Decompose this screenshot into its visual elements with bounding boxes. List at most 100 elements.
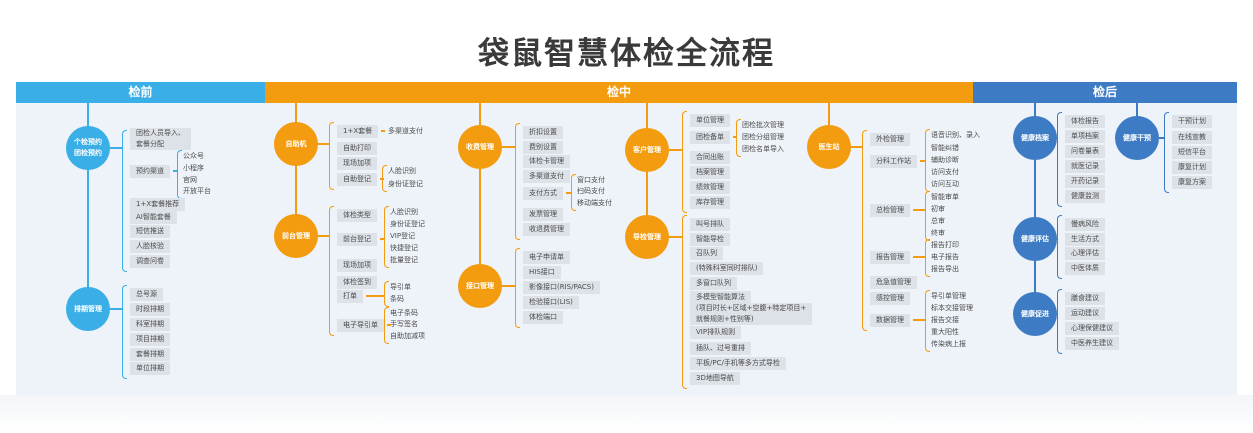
item-box: 多模型智能算法 — [690, 290, 751, 304]
node-1: 前台管理 — [274, 214, 318, 258]
item-box: 合同出账 — [690, 150, 730, 164]
sub-item: 终审 — [931, 229, 945, 237]
sub-connector-line — [566, 192, 571, 194]
item-box: 短信平台 — [1172, 145, 1212, 159]
sub-item: 访问互动 — [931, 180, 959, 188]
phase-header-2: 检后 — [973, 82, 1237, 103]
sub-item: 总审 — [931, 217, 945, 225]
item-box: 短信推送 — [130, 224, 170, 238]
sub-item: 智能审单 — [931, 193, 959, 201]
sub-item: 人脸识别 — [388, 167, 416, 175]
item-box: 危急值管理 — [870, 275, 917, 289]
item-box: 多渠道支付 — [523, 169, 570, 183]
connector-line — [110, 308, 122, 310]
node-3: 接口管理 — [458, 264, 502, 308]
item-box: (项目时长+区域+空腹+特定项目+ 就餐规则+性别等) — [690, 303, 813, 325]
sub-connector-line — [173, 170, 177, 172]
trunk-line — [295, 103, 297, 236]
item-box: 体检报告 — [1065, 114, 1105, 128]
item-bracket — [682, 215, 687, 389]
item-bracket — [515, 248, 520, 328]
item-box: 康复计划 — [1172, 160, 1212, 174]
sub-item: 传染病上报 — [931, 340, 966, 348]
item-box: 团检人员导入、 套餐分配 — [130, 128, 191, 150]
sub-item: 条码 — [390, 295, 404, 303]
connector-line — [851, 146, 862, 148]
item-box: 插队、过号重排 — [690, 341, 751, 355]
item-box: 科室排期 — [130, 317, 170, 331]
sub-bracket — [571, 174, 576, 211]
item-box: 团检备单 — [690, 130, 730, 144]
sub-bracket — [384, 206, 389, 268]
node-2: 收费管理 — [458, 125, 502, 169]
item-box: 时段排期 — [130, 302, 170, 316]
sub-item: 身份证登记 — [390, 220, 425, 228]
sub-item: 标本交接管理 — [931, 304, 973, 312]
item-box: 问卷量表 — [1065, 144, 1105, 158]
connector-line — [110, 147, 122, 149]
item-box: 召队列 — [690, 246, 723, 260]
item-box: 调查问卷 — [130, 254, 170, 268]
item-box: 收退费管理 — [523, 222, 570, 236]
item-box: 套餐排期 — [130, 347, 170, 361]
item-box: 数据管理 — [870, 313, 910, 327]
item-box: 平板/PC/手机等多方式导检 — [690, 356, 786, 370]
sub-item: 导引单管理 — [931, 292, 966, 300]
connector-line — [502, 285, 515, 287]
sub-item: 电子报告 — [931, 253, 959, 261]
item-box: 心理保健建议 — [1065, 321, 1119, 335]
item-box: 分科工作站 — [870, 154, 917, 168]
item-bracket — [682, 111, 687, 213]
item-box: 单项档案 — [1065, 129, 1105, 143]
sub-connector-line — [380, 178, 384, 180]
item-box: 折扣设置 — [523, 125, 563, 139]
sub-connector-line — [913, 256, 925, 258]
item-box: 康复方案 — [1172, 175, 1212, 189]
item-box: 多窗口队列 — [690, 276, 737, 290]
item-box: 检验接口(LIS) — [523, 295, 579, 309]
sub-connector-line — [920, 160, 925, 162]
sub-item: 公众号 — [183, 152, 204, 160]
sub-item: 移动端支付 — [577, 199, 612, 207]
sub-item: 身份证登记 — [388, 180, 423, 188]
page-title: 袋鼠智慧体检全流程 — [478, 36, 775, 72]
connector-line — [318, 235, 329, 237]
node-3: 健康促进 — [1013, 292, 1057, 336]
item-box: 自助登记 — [337, 172, 377, 186]
item-box: 预约渠道 — [130, 164, 170, 178]
item-box: 费别设置 — [523, 140, 563, 154]
item-box: 感控管理 — [870, 291, 910, 305]
sub-bracket — [384, 281, 389, 307]
item-bracket — [515, 123, 520, 240]
sub-item: 团检分组管理 — [742, 133, 784, 141]
item-box: 电子申请单 — [523, 250, 570, 264]
item-box: 开药记录 — [1065, 174, 1105, 188]
item-box: 就医记录 — [1065, 159, 1105, 173]
connector-line — [502, 146, 515, 148]
connector-line — [318, 143, 329, 145]
node-6: 医生站 — [807, 125, 851, 169]
sub-item: 自助加减项 — [390, 332, 425, 340]
item-box: VIP排队规则 — [690, 325, 742, 339]
item-box: 打单 — [337, 289, 363, 303]
item-box: 单位管理 — [690, 113, 730, 127]
item-box: 档案管理 — [690, 165, 730, 179]
node-0: 健康档案 — [1013, 116, 1057, 160]
item-box: 电子导引单 — [337, 318, 384, 332]
sub-connector-line — [366, 295, 384, 297]
sub-connector-line — [381, 130, 385, 132]
sub-item: 报告导出 — [931, 265, 959, 273]
sub-item: 团检批次管理 — [742, 121, 784, 129]
item-box: 外检管理 — [870, 132, 910, 146]
sub-item: 多渠道支付 — [388, 127, 423, 135]
sub-connector-line — [387, 324, 391, 326]
phase-header-0: 检前 — [16, 82, 265, 103]
sub-item: 初审 — [931, 205, 945, 213]
item-box: 现场加项 — [337, 156, 377, 170]
item-box: 库存管理 — [690, 195, 730, 209]
sub-item: 开放平台 — [183, 187, 211, 195]
item-box: AI智能套餐 — [130, 210, 177, 224]
item-box: 中医体质 — [1065, 261, 1105, 275]
sub-bracket — [925, 239, 930, 277]
item-box: 项目排期 — [130, 332, 170, 346]
